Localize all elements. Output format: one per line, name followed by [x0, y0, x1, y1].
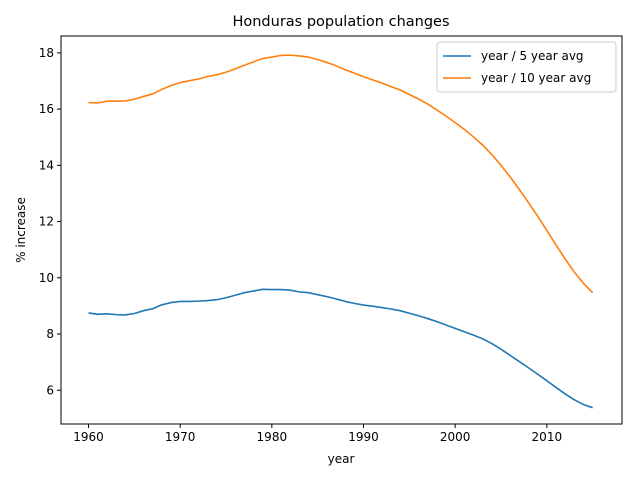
series-line-1	[88, 288, 593, 409]
x-tick-label: 1970	[165, 430, 196, 444]
y-tick-label: 12	[39, 215, 54, 229]
x-tick-label: 1990	[348, 430, 379, 444]
legend-label-1: year / 5 year avg	[481, 49, 584, 63]
y-tick-label: 16	[39, 102, 54, 116]
chart-title: Honduras population changes	[232, 14, 449, 30]
y-tick-label: 8	[46, 327, 54, 341]
legend: year / 5 year avg year / 10 year avg	[436, 41, 617, 93]
y-tick-label: 10	[39, 271, 54, 285]
y-axis-label: % increase	[14, 197, 28, 263]
plot-area	[88, 54, 594, 409]
y-tick-label: 18	[39, 46, 54, 60]
legend-label-2: year / 10 year avg	[481, 71, 591, 85]
x-tick-label: 1980	[257, 430, 288, 444]
x-tick-label: 1960	[73, 430, 104, 444]
legend-box	[436, 41, 617, 93]
axes-frame	[60, 35, 623, 425]
x-tick-label: 2000	[440, 430, 471, 444]
x-axis-label: year	[328, 452, 355, 466]
x-tick-label: 2010	[532, 430, 563, 444]
y-tick-label: 14	[39, 158, 54, 172]
y-tick-label: 6	[46, 383, 54, 397]
series-line-2	[88, 54, 594, 294]
